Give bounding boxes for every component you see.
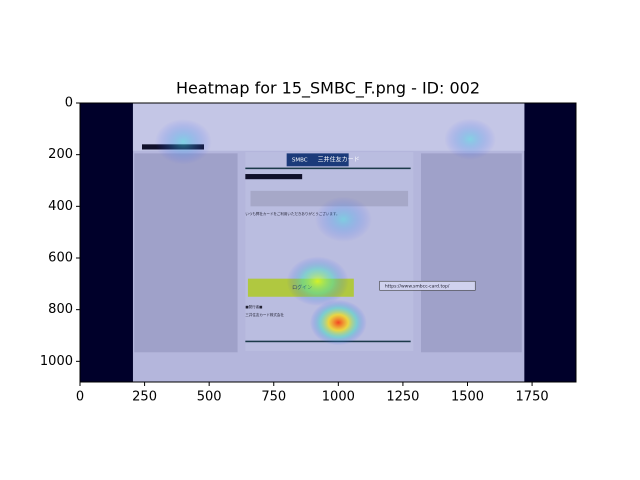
y-tick-label: 1000 (40, 354, 73, 369)
url-tooltip (379, 280, 476, 291)
heat-spot (315, 196, 372, 242)
screen-text: https://www.smbcc-card.top/ (385, 283, 450, 289)
logo-bar (286, 153, 349, 167)
screen-text: いつも弊社カードをご利用いただきありがとうございます。 (245, 211, 339, 216)
y-tick-label: 0 (65, 96, 73, 111)
x-tick-label: 1250 (386, 390, 419, 405)
chart-title: Heatmap for 15_SMBC_F.png - ID: 002 (176, 79, 480, 99)
image-area: SMBC三井住友カードいつも弊社カードをご利用いただきありがとうございます。ログ… (80, 103, 576, 382)
side-panel-right (421, 153, 522, 353)
x-tick-label: 500 (197, 390, 222, 405)
side-panel-left (134, 153, 238, 353)
heat-spot (154, 119, 212, 165)
heat-spot (309, 299, 367, 346)
x-tick-label: 750 (261, 390, 286, 405)
y-tick-label: 600 (48, 251, 73, 266)
screen-text: 三井住友カード株式会社 (245, 312, 284, 317)
screen-text: SMBC (292, 157, 308, 163)
heat-spot (444, 118, 496, 160)
x-tick-label: 1750 (516, 390, 549, 405)
x-tick-label: 1500 (451, 390, 484, 405)
rule (245, 167, 411, 170)
redacted (245, 174, 303, 180)
x-tick-label: 250 (132, 390, 157, 405)
screen-text: ■発行者■ (245, 304, 262, 309)
screen-text: 三井住友カード (318, 155, 360, 163)
y-tick-label: 200 (48, 147, 73, 162)
x-tick-label: 0 (76, 390, 84, 405)
axes-frame (79, 102, 577, 383)
heat-spot (286, 256, 349, 307)
y-tick-label: 800 (48, 302, 73, 317)
y-tick-label: 400 (48, 199, 73, 214)
x-tick-label: 1000 (322, 390, 355, 405)
notice-box (250, 190, 409, 207)
